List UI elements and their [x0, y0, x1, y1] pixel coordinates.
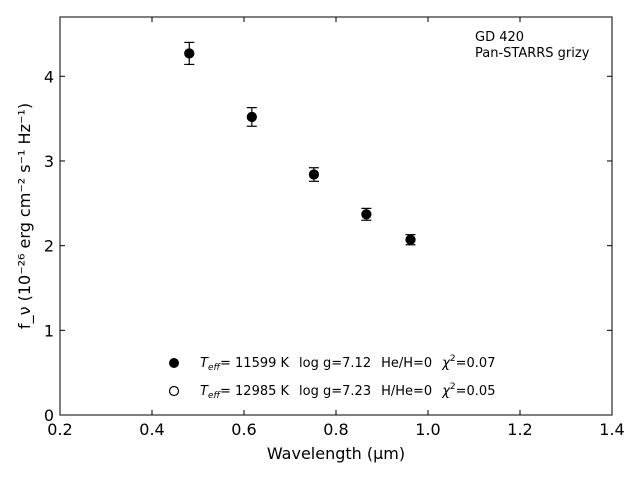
x-tick-label: 0.4: [139, 420, 164, 439]
data-point-filled: [308, 169, 319, 180]
data-point-filled: [405, 234, 416, 245]
y-tick-label: 3: [44, 152, 54, 171]
annotation-object-name: GD 420: [475, 30, 524, 45]
data-marks: [184, 41, 416, 246]
data-point-filled: [361, 209, 372, 220]
x-tick-label: 1.4: [599, 420, 624, 439]
x-tick-label: 0.2: [47, 420, 72, 439]
y-tick-label: 0: [44, 406, 54, 425]
data-point-filled: [246, 111, 257, 122]
legend-marker-open: [168, 385, 180, 397]
y-tick-label: 2: [44, 237, 54, 256]
y-tick-label: 4: [44, 67, 54, 86]
y-tick-label: 1: [44, 321, 54, 340]
x-tick-label: 1.0: [415, 420, 440, 439]
axis-ticks: 0.2 0.4 0.6 0.8 1.0 1.2 1.4 0 1 2 3 4: [44, 17, 625, 439]
annotation-survey-name: Pan-STARRS grizy: [475, 46, 590, 61]
x-tick-label: 0.6: [231, 420, 256, 439]
data-point-filled: [184, 48, 195, 59]
y-axis-label: f_ν (10⁻²⁶ erg cm⁻² s⁻¹ Hz⁻¹): [15, 103, 35, 329]
legend-marker-filled: [169, 358, 179, 368]
x-tick-label: 0.8: [323, 420, 348, 439]
x-axis-label: Wavelength (μm): [267, 444, 405, 463]
x-tick-label: 1.2: [507, 420, 532, 439]
